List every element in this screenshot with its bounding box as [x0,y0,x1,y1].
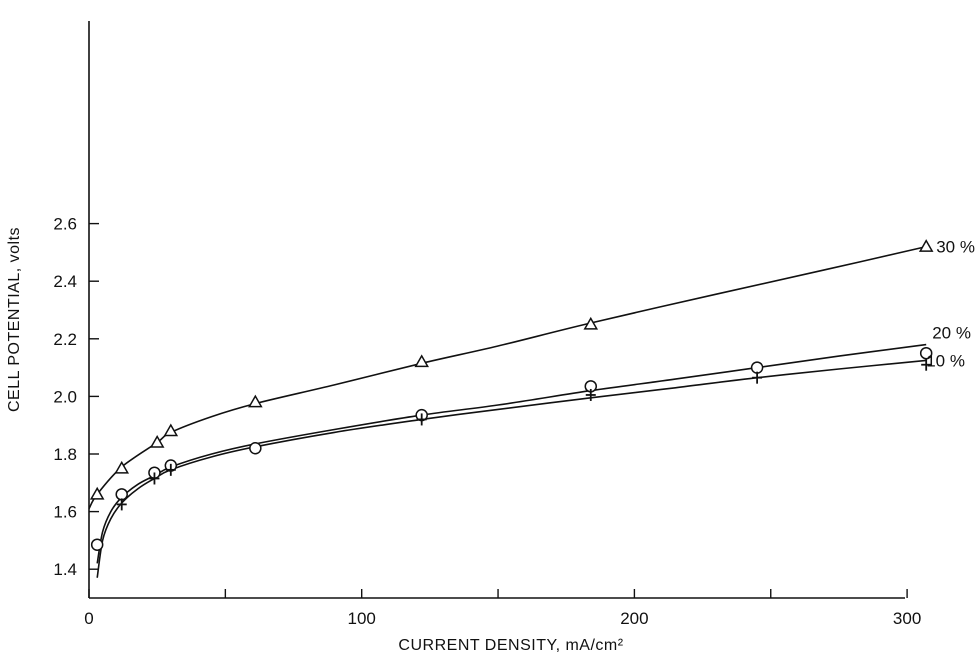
series-20-label: 20 % [932,324,971,343]
series-20-point [249,441,262,455]
series-20-point [115,488,128,501]
series-30-point [414,354,429,368]
series-10-point [416,413,427,426]
series-30-point [248,394,263,408]
series-10-point [752,371,763,384]
series-30-point [89,486,105,500]
x-tick-label: 300 [893,609,921,628]
series-30-label: 30 % [936,238,975,257]
series-10-line [96,359,927,578]
series-10-point [165,463,176,476]
x-tick-label: 200 [620,609,648,628]
series-20-point [919,346,933,360]
y-tick-label: 1.6 [53,503,77,522]
series-10-point [921,358,932,371]
y-tick-label: 2.6 [53,215,77,234]
series-20-point [90,538,104,551]
series-30-point [583,316,599,330]
x-tick-label: 100 [348,609,376,628]
y-tick-label: 1.8 [53,445,77,464]
series-10-point [116,498,127,511]
series-30-line [88,245,927,510]
series-20-point [750,361,764,374]
series-30-point [163,423,179,437]
series-30-point [918,239,934,252]
series-10-label: 10 % [926,351,965,370]
series-10-point [149,472,160,485]
labels: CURRENT DENSITY, mA/cm² CELL POTENTIAL, … [6,227,975,654]
series-markers [89,239,934,551]
series-30-point [149,434,165,448]
x-axis-title: CURRENT DENSITY, mA/cm² [398,637,623,654]
x-tick-label: 0 [84,609,93,628]
y-tick-label: 2.4 [53,272,77,291]
y-axis-title: CELL POTENTIAL, volts [6,227,23,412]
series-10-point [585,388,596,401]
series-30-point [114,460,130,474]
y-tick-label: 2.0 [53,387,77,406]
y-tick-label: 1.4 [53,560,77,579]
series-curves [88,245,927,578]
axes: 0 100 200 300 1.4 1.6 1.8 2.0 2.2 2.4 2.6 [53,21,921,628]
y-tick-label: 2.2 [53,330,77,349]
